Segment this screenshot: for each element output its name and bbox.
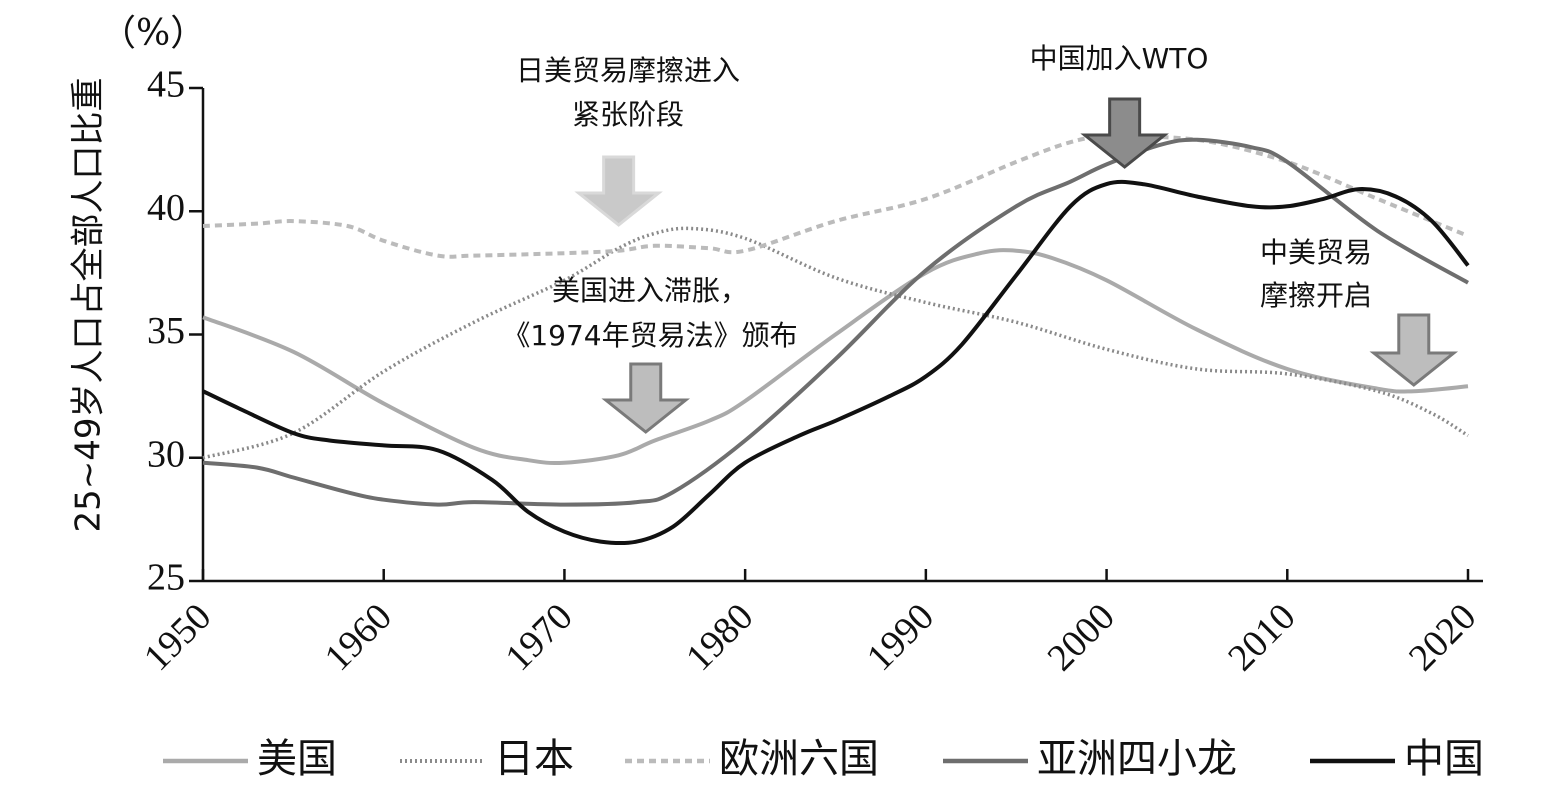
- y-axis-unit: （%）: [100, 13, 206, 54]
- x-ticks: 1950 1960 1970 1980 1990 2000 2010 2020: [136, 569, 1484, 679]
- x-tick-label: 1960: [317, 596, 400, 679]
- x-tick-label: 2020: [1401, 596, 1484, 679]
- y-ticks: 25 30 35 40 45: [147, 64, 203, 599]
- y-tick-label: 45: [147, 64, 185, 106]
- y-tick-label: 40: [147, 187, 185, 229]
- legend-label: 亚洲四小龙: [1037, 736, 1237, 782]
- annotation-arrow: [1369, 313, 1459, 387]
- series-lines: [202, 134, 1470, 546]
- annotation-text: 《1974年贸易法》颁布: [502, 319, 797, 352]
- x-tick-label: 2000: [1039, 596, 1122, 679]
- legend-label: 中国: [1404, 736, 1484, 782]
- annotation-text: 日美贸易摩擦进入: [516, 54, 740, 87]
- annotation-text: 紧张阶段: [572, 98, 684, 131]
- series-line-3: [202, 137, 1469, 507]
- annotation-arrow: [1080, 97, 1169, 169]
- annotation-text: 摩擦开启: [1260, 279, 1372, 312]
- series-line-4: [202, 179, 1470, 546]
- y-tick-label: 30: [147, 433, 185, 475]
- y-tick-label: 35: [147, 310, 185, 352]
- x-tick-label: 2010: [1220, 596, 1303, 679]
- annotation-text: 美国进入滞胀，: [552, 274, 748, 307]
- x-tick-label: 1980: [678, 596, 761, 679]
- x-tick-label: 1970: [497, 596, 580, 679]
- annotation-text: 中国加入WTO: [1030, 42, 1209, 75]
- y-tick-label: 25: [147, 557, 185, 599]
- annotation-text: 中美贸易: [1260, 236, 1372, 269]
- series-line-0: [202, 248, 1469, 465]
- legend-label: 欧洲六国: [719, 736, 879, 782]
- legend-label: 日本: [494, 736, 574, 782]
- series-line-2: [202, 134, 1469, 259]
- y-axis-label: 25~49岁人口占全部人口比重: [69, 77, 109, 532]
- annotation-arrow: [601, 362, 691, 434]
- x-tick-label: 1950: [136, 596, 219, 679]
- legend-label: 美国: [257, 736, 337, 782]
- x-tick-label: 1990: [859, 596, 942, 679]
- annotation-arrow: [574, 155, 663, 227]
- legend: 美国 日本 欧洲六国 亚洲四小龙 中国: [163, 736, 1484, 782]
